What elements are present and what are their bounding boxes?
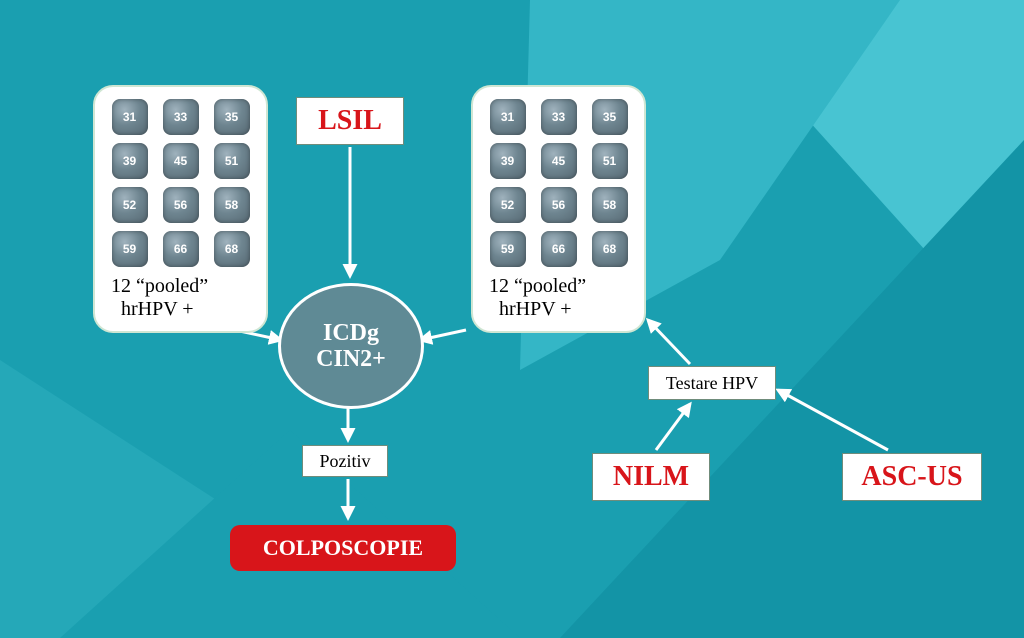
pozitiv-node: Pozitiv [302,445,388,477]
hpv-type-52: 52 [490,187,526,223]
lsil-label: LSIL [318,105,382,137]
pool-left-caption: 12 “pooled” hrHPV + [109,275,252,321]
hpv-type-51: 51 [214,143,250,179]
hpv-type-58: 58 [592,187,628,223]
nilm-label: NILM [613,461,689,493]
hpv-type-39: 39 [112,143,148,179]
hpv-type-45: 45 [163,143,199,179]
pool-left-grid: 31 33 35 39 45 51 52 56 58 59 66 68 [109,99,252,267]
hpv-type-33: 33 [541,99,577,135]
pool-right: 31 33 35 39 45 51 52 56 58 59 66 68 12 “pooled” hrHP… [471,85,646,333]
lsil-node: LSIL [296,97,404,145]
colposcopie-node: COLPOSCOPIE [230,525,456,571]
icdg-circle: ICDg CIN2+ [278,283,424,409]
hpv-type-66: 66 [541,231,577,267]
diagram-stage: 31 33 35 39 45 51 52 56 58 59 66 68 12 “pooled” hrHP… [0,0,1024,638]
hpv-type-51: 51 [592,143,628,179]
hpv-type-59: 59 [490,231,526,267]
pozitiv-label: Pozitiv [319,451,370,472]
hpv-type-59: 59 [112,231,148,267]
hpv-type-33: 33 [163,99,199,135]
hpv-type-68: 68 [214,231,250,267]
pool-left: 31 33 35 39 45 51 52 56 58 59 66 68 12 “pooled” hrHP… [93,85,268,333]
hpv-type-39: 39 [490,143,526,179]
hpv-type-35: 35 [214,99,250,135]
testare-hpv-label: Testare HPV [666,373,758,394]
pool-right-grid: 31 33 35 39 45 51 52 56 58 59 66 68 [487,99,630,267]
hpv-type-35: 35 [592,99,628,135]
hpv-type-31: 31 [490,99,526,135]
nilm-node: NILM [592,453,710,501]
ascus-label: ASC-US [861,461,962,493]
hpv-type-52: 52 [112,187,148,223]
hpv-type-56: 56 [163,187,199,223]
hpv-type-58: 58 [214,187,250,223]
hpv-type-56: 56 [541,187,577,223]
ascus-node: ASC-US [842,453,982,501]
testare-hpv-node: Testare HPV [648,366,776,400]
hpv-type-45: 45 [541,143,577,179]
hpv-type-68: 68 [592,231,628,267]
hpv-type-66: 66 [163,231,199,267]
hpv-type-31: 31 [112,99,148,135]
pool-right-caption: 12 “pooled” hrHPV + [487,275,630,321]
